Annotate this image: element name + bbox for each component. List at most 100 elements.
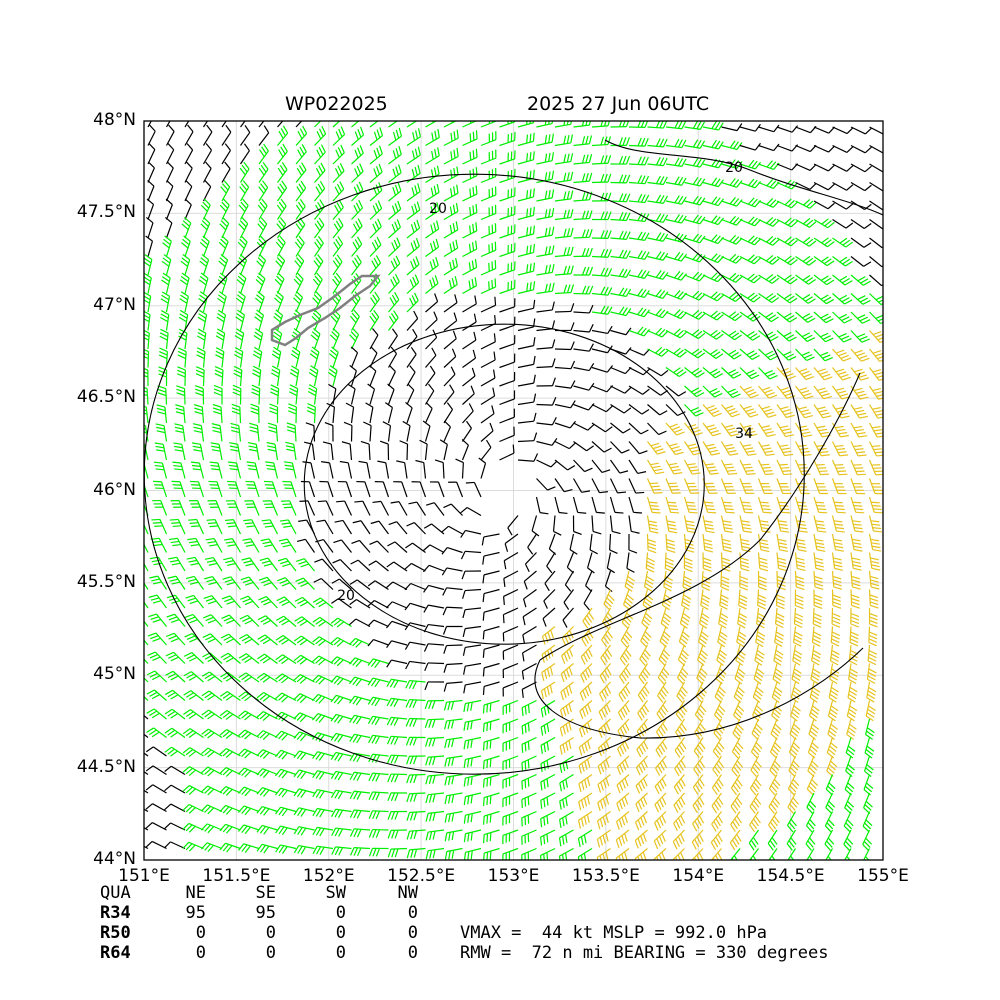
wind-barb-feather	[262, 770, 270, 778]
wind-barb-feather	[612, 530, 621, 535]
wind-barb-feather	[315, 618, 324, 625]
wind-barb-feather	[128, 728, 135, 732]
wind-barb-feather	[404, 641, 411, 650]
wind-barb-shaft	[521, 736, 537, 745]
wind-barb-feather	[297, 201, 304, 210]
wind-barb-feather	[281, 676, 289, 684]
wind-barb-feather	[386, 736, 392, 745]
wind-barb-shaft	[559, 792, 574, 802]
wind-barb-shaft	[578, 755, 593, 766]
wind-barb-shaft	[332, 170, 345, 183]
wind-barb-feather	[482, 649, 485, 658]
wind-barb-feather	[220, 652, 229, 659]
wind-barb-shaft	[462, 211, 478, 221]
wind-barb-feather	[711, 805, 718, 814]
wind-barb-feather	[378, 163, 383, 173]
wind-barb-shaft	[229, 595, 241, 609]
wind-barb-feather	[286, 422, 296, 427]
wind-barb-shaft	[372, 734, 389, 739]
wind-barb-shaft	[335, 751, 352, 757]
wind-barb-feather	[732, 236, 740, 244]
wind-barb-feather	[339, 121, 340, 122]
wind-barb-feather	[272, 350, 281, 356]
wind-barb-feather	[182, 747, 191, 754]
wind-barb-shaft	[251, 519, 260, 535]
wind-barb-feather	[759, 567, 769, 572]
wind-barb-feather	[622, 193, 627, 202]
wind-barb-shaft	[446, 567, 463, 572]
wind-barb-feather	[529, 226, 532, 235]
wind-barb-feather	[598, 711, 604, 720]
wind-barb-feather	[372, 328, 379, 336]
wind-barb-feather	[391, 205, 396, 214]
wind-barb-shaft	[165, 222, 173, 239]
wind-barb-feather	[175, 411, 185, 415]
wind-barb-shaft	[443, 320, 458, 331]
wind-barb-feather	[677, 121, 683, 129]
wind-barb-shaft	[344, 500, 353, 516]
wind-barb-feather	[312, 655, 320, 663]
wind-barb-shaft	[258, 241, 267, 257]
wind-barb-feather	[606, 365, 613, 373]
wind-barb-feather	[622, 706, 628, 716]
wind-barb-feather	[128, 822, 135, 828]
wind-barb-shaft	[425, 136, 440, 147]
wind-barb-feather	[460, 530, 466, 538]
wind-barb-feather	[670, 465, 679, 469]
wind-barb-feather	[357, 218, 363, 227]
wind-barb-feather	[386, 678, 392, 687]
wind-barb-shaft	[202, 351, 206, 368]
wind-barb-shaft	[465, 644, 482, 649]
wind-barb-feather	[486, 833, 489, 843]
wind-barb-feather	[675, 451, 684, 456]
wind-barb-feather	[167, 575, 177, 579]
wind-barb-shaft	[522, 644, 537, 654]
wind-barb-shaft	[275, 425, 279, 442]
wind-barb-shaft	[754, 644, 760, 661]
wind-barb-feather	[655, 471, 665, 475]
wind-barb-feather	[600, 173, 605, 183]
wind-barb-feather	[454, 121, 456, 122]
wind-barb-shaft	[517, 233, 534, 239]
wind-barb-feather	[300, 733, 307, 742]
wind-barb-feather	[640, 762, 646, 771]
wind-barb-feather	[434, 275, 439, 284]
wind-barb-shaft	[336, 694, 352, 702]
wind-barb-feather	[281, 522, 291, 525]
wind-barb-shaft	[776, 218, 792, 228]
wind-barb-feather	[463, 684, 466, 694]
wind-barb-feather	[429, 850, 433, 859]
wind-barb-shaft	[443, 121, 458, 128]
wind-barb-feather	[711, 823, 717, 832]
wind-barb-feather	[757, 604, 766, 610]
wind-barb-feather	[751, 821, 758, 830]
wind-barb-feather	[624, 704, 630, 713]
wind-barb-feather	[269, 403, 278, 408]
wind-barb-shaft	[170, 841, 186, 850]
wind-barb-feather	[389, 364, 396, 372]
wind-barb-feather	[715, 855, 719, 860]
wind-barb-feather	[474, 277, 478, 286]
wind-barb-feather	[696, 836, 702, 845]
wind-barb-shaft	[546, 552, 556, 567]
wind-barb-feather	[241, 844, 248, 852]
wind-barb-feather	[299, 639, 308, 646]
wind-barb-feather	[472, 205, 475, 215]
wind-barb-feather	[599, 491, 608, 494]
wind-barb-feather	[196, 366, 205, 371]
wind-barb-feather	[493, 351, 496, 361]
wind-barb-feather	[770, 316, 779, 323]
wind-barb-feather	[288, 406, 297, 412]
wind-barb-shaft	[234, 481, 242, 498]
wind-barb-feather	[412, 699, 418, 709]
wind-barb-shaft	[172, 670, 186, 683]
wind-barb-feather	[205, 635, 214, 641]
wind-barb-shaft	[425, 173, 440, 184]
wind-barb-feather	[699, 760, 706, 768]
wind-barb-feather	[702, 560, 712, 565]
wind-barb-feather	[281, 180, 288, 189]
wind-barb-feather	[218, 291, 227, 298]
wind-barb-shaft	[189, 728, 204, 739]
wind-barb-shaft	[521, 773, 537, 782]
wind-barb-feather	[563, 247, 567, 256]
